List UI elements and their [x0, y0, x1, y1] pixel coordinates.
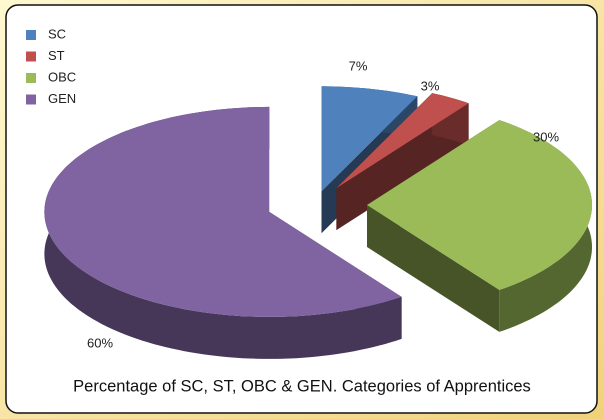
legend-label: ST	[48, 48, 65, 63]
slice-side	[367, 205, 500, 332]
legend-swatch	[26, 51, 36, 62]
legend-label: SC	[48, 26, 66, 41]
slice	[336, 93, 469, 189]
legend-swatch	[26, 73, 36, 83]
chart-title: Percentage of SC, ST, OBC & GEN. Categor…	[73, 377, 531, 395]
legend-label: GEN	[48, 91, 76, 106]
legend-swatch	[26, 94, 36, 105]
data-label: 30%	[533, 129, 559, 144]
slice	[321, 86, 418, 192]
slice	[44, 106, 402, 317]
data-label: 3%	[421, 78, 440, 93]
legend-label: OBC	[48, 69, 76, 84]
legend-swatch	[26, 30, 36, 40]
data-label: 7%	[349, 58, 368, 73]
data-label: 60%	[87, 335, 113, 350]
slice	[367, 120, 592, 290]
